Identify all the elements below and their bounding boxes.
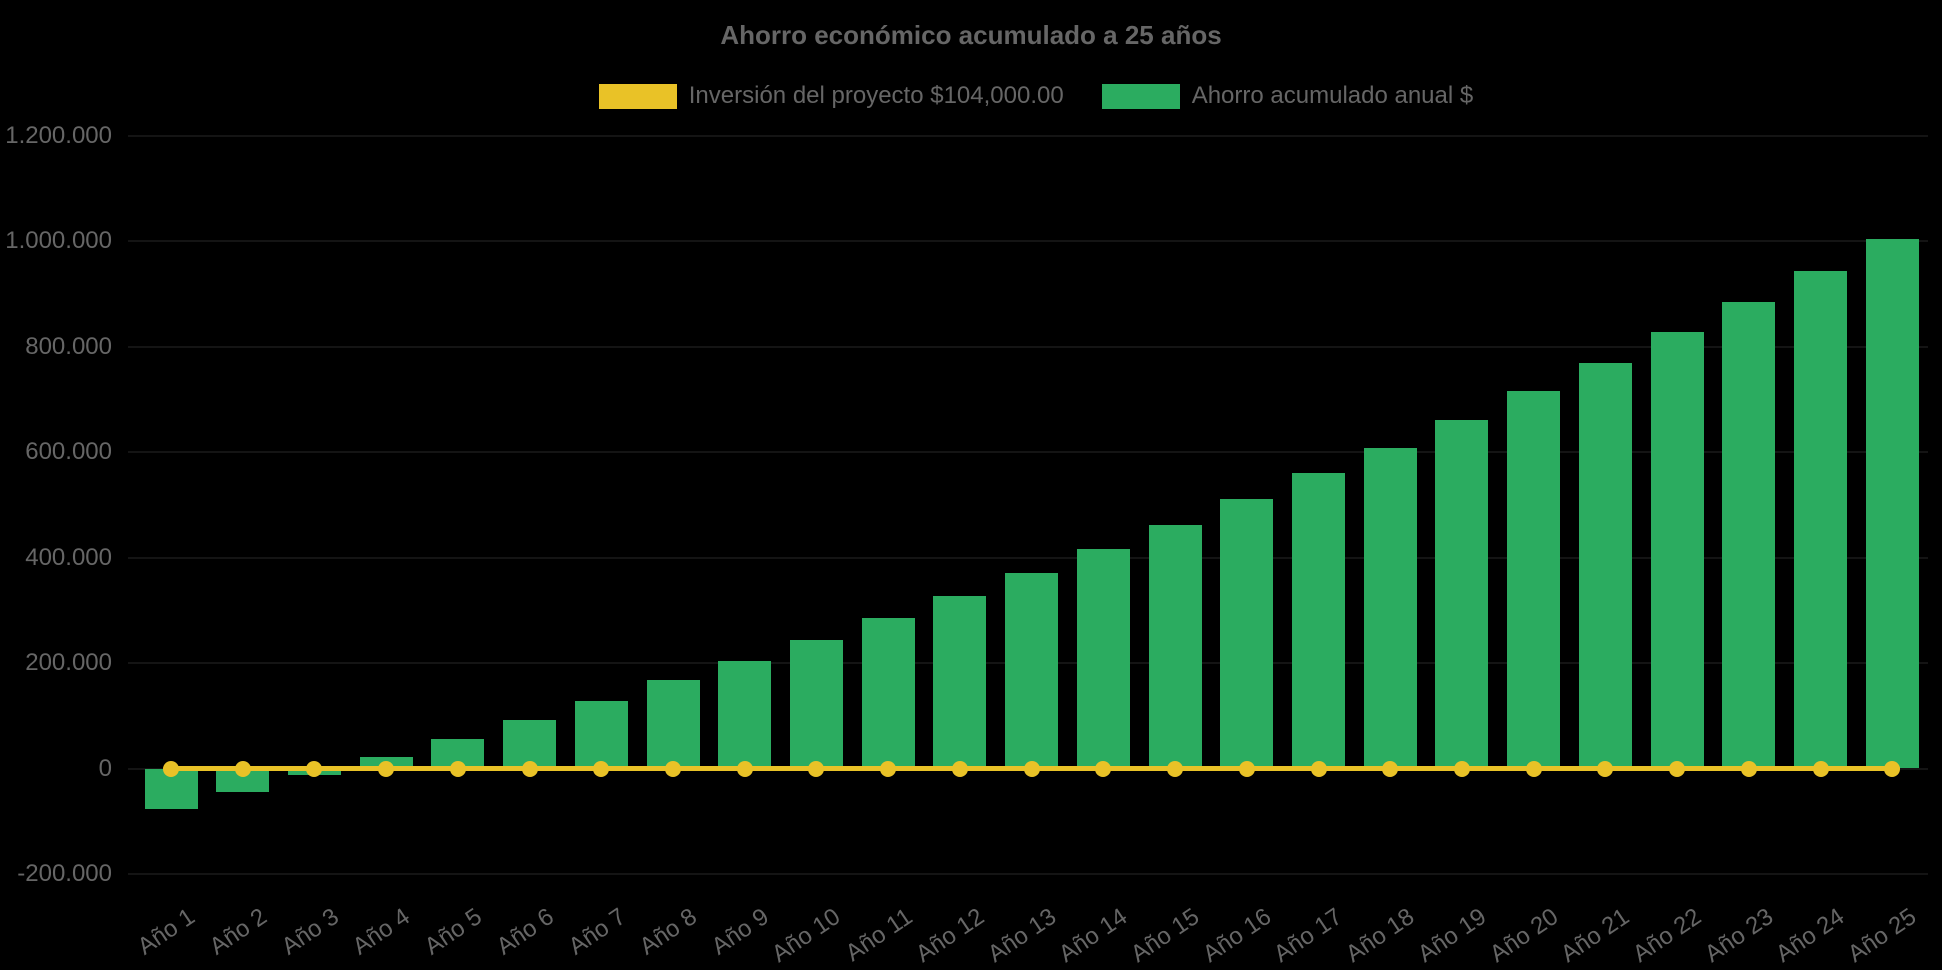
bar-ano-11[interactable] xyxy=(861,617,915,769)
line-point-ano-15 xyxy=(1167,760,1184,777)
bar-ano-16[interactable] xyxy=(1220,499,1274,769)
line-point-ano-4 xyxy=(378,760,395,777)
gridline xyxy=(128,134,1928,137)
bar-ano-19[interactable] xyxy=(1435,419,1489,769)
line-point-ano-25 xyxy=(1884,760,1901,777)
legend-item-savings[interactable]: Ahorro acumulado anual $ xyxy=(1101,82,1474,110)
line-point-ano-14 xyxy=(1095,760,1112,777)
legend-label-investment: Inversión del proyecto $104,000.00 xyxy=(688,82,1064,109)
y-tick-label: 600.000 xyxy=(25,438,112,465)
line-point-ano-7 xyxy=(593,760,610,777)
x-tick-label: Año 5 xyxy=(419,903,487,961)
x-tick-label: Año 22 xyxy=(1628,903,1707,968)
bar-ano-24[interactable] xyxy=(1794,270,1848,769)
x-tick-label: Año 3 xyxy=(276,903,344,961)
y-tick-label: 200.000 xyxy=(25,649,112,676)
line-point-ano-2 xyxy=(234,760,251,777)
x-tick-label: Año 7 xyxy=(563,903,631,961)
line-point-ano-9 xyxy=(736,760,753,777)
line-point-ano-20 xyxy=(1525,760,1542,777)
line-point-ano-13 xyxy=(1023,760,1040,777)
y-tick-label: 1.000.000 xyxy=(5,227,112,254)
x-tick-label: Año 1 xyxy=(133,903,201,961)
x-tick-label: Año 18 xyxy=(1341,903,1420,968)
bar-ano-21[interactable] xyxy=(1578,363,1632,769)
bar-ano-22[interactable] xyxy=(1650,332,1704,769)
line-point-ano-24 xyxy=(1812,760,1829,777)
legend-swatch-investment-icon xyxy=(598,83,677,109)
x-tick-label: Año 24 xyxy=(1771,903,1850,968)
x-tick-label: Año 2 xyxy=(204,903,272,961)
x-tick-label: Año 10 xyxy=(767,903,846,968)
x-tick-label: Año 21 xyxy=(1556,903,1635,968)
line-point-ano-19 xyxy=(1453,760,1470,777)
bar-ano-20[interactable] xyxy=(1507,391,1561,769)
bar-ano-6[interactable] xyxy=(503,719,557,769)
line-point-ano-8 xyxy=(665,760,682,777)
legend-swatch-savings-icon xyxy=(1101,83,1180,109)
gridline xyxy=(128,873,1928,875)
gridline xyxy=(128,345,1928,348)
bar-ano-7[interactable] xyxy=(574,700,628,769)
bar-ano-2[interactable] xyxy=(216,768,270,793)
y-tick-label: 800.000 xyxy=(25,332,112,360)
gridline xyxy=(128,451,1928,453)
x-tick-label: Año 17 xyxy=(1269,903,1348,968)
line-point-ano-3 xyxy=(306,760,323,777)
gridline xyxy=(128,240,1928,242)
bar-ano-9[interactable] xyxy=(718,661,772,769)
x-tick-label: Año 11 xyxy=(840,903,918,967)
line-point-ano-1 xyxy=(163,760,179,777)
y-tick-label: 1.200.000 xyxy=(5,121,112,149)
bar-ano-12[interactable] xyxy=(933,596,987,769)
line-point-ano-17 xyxy=(1310,760,1327,777)
x-tick-label: Año 4 xyxy=(348,903,416,961)
line-point-ano-18 xyxy=(1382,760,1399,777)
line-point-ano-6 xyxy=(521,760,538,777)
line-point-ano-10 xyxy=(808,760,825,777)
bar-ano-23[interactable] xyxy=(1722,301,1776,769)
x-tick-label: Año 25 xyxy=(1843,903,1922,968)
bar-ano-15[interactable] xyxy=(1148,525,1202,769)
bar-ano-10[interactable] xyxy=(789,639,843,769)
line-point-ano-23 xyxy=(1740,760,1757,777)
line-point-ano-22 xyxy=(1669,760,1686,777)
chart-legend: Inversión del proyecto $104,000.00 Ahorr… xyxy=(0,82,1942,110)
legend-label-savings: Ahorro acumulado anual $ xyxy=(1191,82,1474,109)
line-point-ano-5 xyxy=(449,760,466,777)
x-tick-label: Año 20 xyxy=(1484,903,1563,968)
x-tick-label: Año 16 xyxy=(1197,903,1276,968)
bar-ano-8[interactable] xyxy=(646,680,700,769)
bar-ano-25[interactable] xyxy=(1865,239,1919,769)
gridline xyxy=(128,556,1928,559)
bar-ano-13[interactable] xyxy=(1005,573,1059,769)
x-tick-label: Año 15 xyxy=(1126,903,1205,968)
legend-item-investment[interactable]: Inversión del proyecto $104,000.00 xyxy=(598,82,1064,110)
y-tick-label: -200.000 xyxy=(17,860,112,887)
x-tick-label: Año 9 xyxy=(706,903,774,961)
x-tick-label: Año 13 xyxy=(982,903,1061,968)
bar-ano-18[interactable] xyxy=(1363,447,1417,769)
line-point-ano-12 xyxy=(951,760,968,777)
x-tick-label: Año 12 xyxy=(910,903,990,968)
x-tick-label: Año 14 xyxy=(1054,903,1133,968)
chart-title: Ahorro económico acumulado a 25 años xyxy=(720,20,1222,50)
line-point-ano-11 xyxy=(880,760,897,777)
bar-ano-17[interactable] xyxy=(1292,473,1346,769)
x-tick-label: Año 8 xyxy=(635,903,703,961)
x-tick-label: Año 23 xyxy=(1699,903,1778,968)
x-tick-label: Año 6 xyxy=(491,903,559,961)
bar-ano-14[interactable] xyxy=(1076,549,1130,769)
line-point-ano-16 xyxy=(1238,760,1255,777)
y-tick-label: 0 xyxy=(98,754,112,782)
line-point-ano-21 xyxy=(1597,760,1614,777)
x-tick-label: Año 19 xyxy=(1412,903,1492,968)
y-tick-label: 400.000 xyxy=(25,543,112,571)
